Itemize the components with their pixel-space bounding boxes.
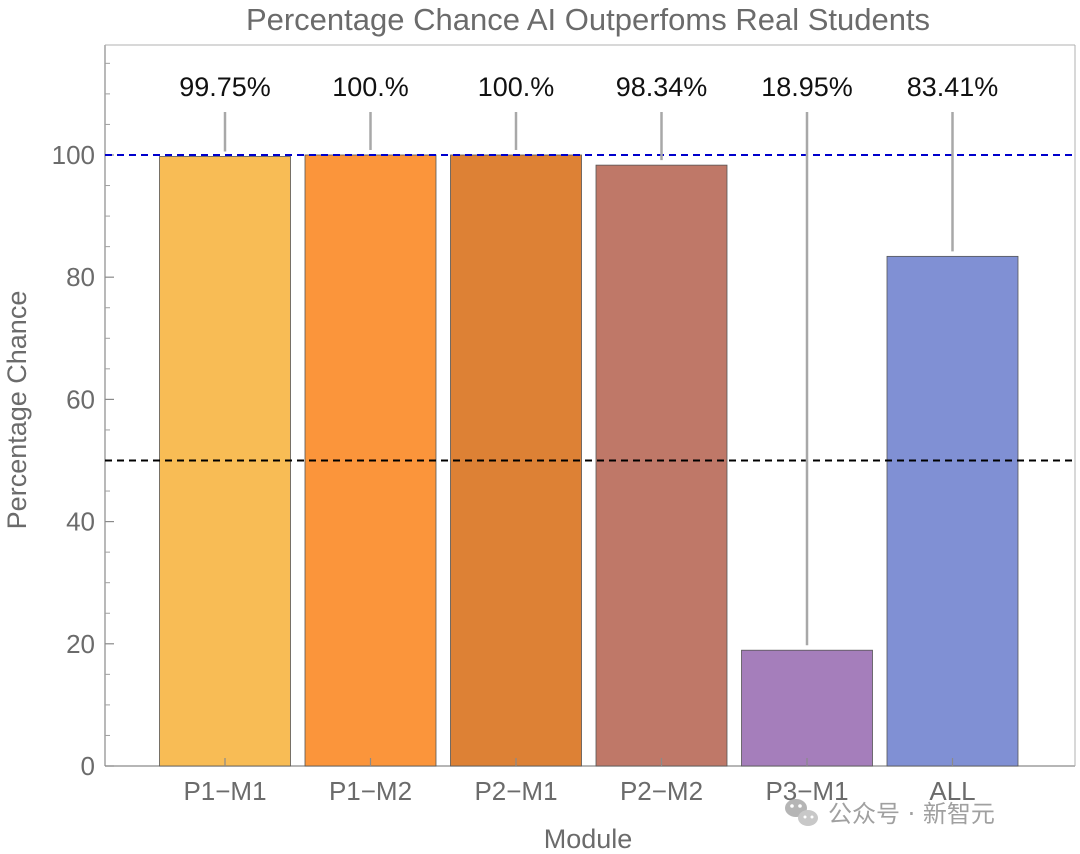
data-labels: 99.75% 100.% 100.% 98.34% 18.95% 83.41% (179, 72, 998, 102)
chart-title: Percentage Chance AI Outperfoms Real Stu… (246, 2, 930, 37)
x-axis-ticks: P1−M1 P1−M2 P2−M1 P2−M2 P3−M1 ALL (183, 758, 976, 806)
y-tick-label: 60 (66, 384, 95, 414)
y-axis-label: Percentage Chance (2, 291, 32, 530)
bar (886, 255, 1019, 767)
y-tick-label: 80 (66, 262, 95, 292)
y-tick-label: 100 (52, 140, 95, 170)
data-label: 100.% (478, 72, 555, 102)
y-tick-label: 0 (81, 751, 95, 781)
reference-lines (105, 153, 1075, 462)
data-label: 18.95% (761, 72, 853, 102)
bar (595, 164, 728, 767)
x-axis-label: Module (544, 824, 633, 854)
label-leader-lines (223, 112, 954, 646)
x-tick-label: P1−M2 (329, 776, 412, 806)
x-tick-label: P2−M1 (474, 776, 557, 806)
data-label: 83.41% (907, 72, 999, 102)
bar (741, 649, 873, 767)
wechat-icon (785, 799, 818, 826)
x-tick-label: ALL (929, 776, 975, 806)
y-tick-label: 20 (66, 629, 95, 659)
data-label: 100.% (332, 72, 409, 102)
data-label: 98.34% (616, 72, 708, 102)
watermark-text: 公众号 · 新智元 (828, 800, 995, 828)
y-tick-label: 40 (66, 507, 95, 537)
x-tick-label: P2−M2 (620, 776, 703, 806)
x-tick-label: P1−M1 (183, 776, 266, 806)
data-label: 99.75% (179, 72, 271, 102)
watermark: 公众号 · 新智元 (785, 799, 995, 828)
x-tick-label: P3−M1 (765, 776, 848, 806)
